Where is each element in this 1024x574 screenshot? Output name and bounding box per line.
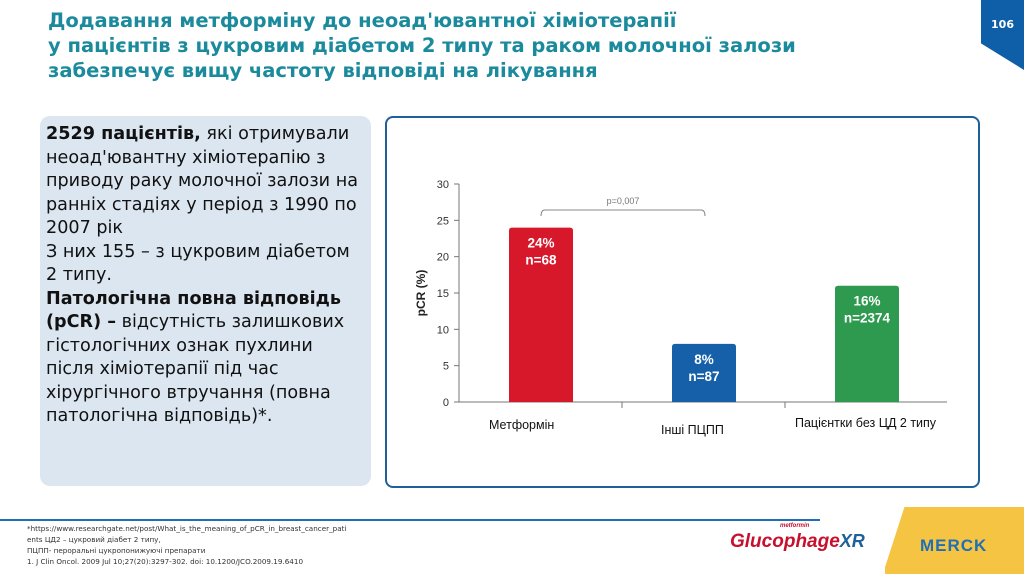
summary-para-2: З них 155 – з цукровим діабетом 2 типу.	[46, 241, 350, 286]
bar	[672, 343, 736, 402]
title-line: у пацієнтів з цукровим діабетом 2 типу т…	[48, 34, 796, 57]
link-prefix: *https://	[27, 524, 57, 533]
bar-chart: 0 5 10 15 20 25 30 pCR (%) 24% n=68 8% n=87 16% n=237…	[414, 179, 947, 409]
footnotes: *https://www.researchgate.net/post/What_…	[27, 523, 347, 567]
bar	[835, 285, 899, 402]
category-label: Метформін	[489, 418, 555, 432]
title-line: забезпечує вищу частоту відповіді на лік…	[48, 59, 598, 82]
summary-panel: 2529 пацієнтів, які отримували неоад'юва…	[40, 116, 371, 486]
pcr-definition: відсутність залишкових гістологічних озн…	[46, 312, 345, 426]
bar-label: n=68	[525, 253, 557, 268]
y-tick-label: 30	[437, 179, 449, 191]
bar-label: 16%	[853, 294, 880, 309]
footnote-text: ЦД2 – цукровий діабет 2 типу,	[42, 535, 161, 544]
bar-label: 24%	[527, 236, 554, 251]
footer-divider	[0, 519, 820, 521]
category-label: Інші ПЦПП	[661, 423, 724, 437]
glucophage-logo: metformin GlucophageXR	[730, 523, 865, 553]
bar-label: n=2374	[844, 311, 891, 326]
patients-count: 2529 пацієнтів,	[46, 124, 201, 144]
y-tick-label: 10	[437, 324, 449, 336]
pcr-definition-term: Патологічна повна відповідь (pCR) –	[46, 288, 341, 333]
p-value-annotation: p=0,007	[607, 196, 640, 206]
bar-label: 8%	[694, 352, 714, 367]
reference-link[interactable]: www.researchgate.net/post/What_is_the_me…	[27, 524, 347, 544]
page-number-badge: 106	[981, 0, 1024, 70]
title-line: Додавання метформіну до неоад'ювантної х…	[48, 9, 677, 32]
y-tick-label: 25	[437, 215, 449, 227]
y-tick-label: 20	[437, 252, 449, 264]
merck-logo: MERCK	[920, 536, 988, 555]
logo-text: Glucophage	[730, 531, 840, 552]
y-tick-label: 0	[443, 397, 449, 409]
logo-xr: XR	[839, 531, 865, 551]
y-axis-label: pCR (%)	[414, 270, 428, 317]
merck-banner	[885, 507, 1024, 574]
summary-text: які отримували неоад'ювантну хіміотерапі…	[46, 124, 358, 238]
reference: 1. J Clin Oncol. 2009 Jul 10;27(20):3297…	[27, 557, 304, 566]
footnote-text: ПЦПП- пероральні цукропонижуючі препарат…	[27, 546, 206, 555]
page-number: 106	[991, 18, 1014, 31]
y-tick-label: 5	[443, 361, 449, 373]
bar-label: n=87	[688, 369, 719, 384]
y-tick-label: 15	[437, 288, 449, 300]
significance-bracket	[540, 209, 706, 217]
chart-panel: 0 5 10 15 20 25 30 pCR (%) 24% n=68 8% n=87 16% n=237…	[385, 116, 980, 488]
category-label: Пацієнтки без ЦД 2 типу	[795, 416, 937, 430]
bar	[509, 227, 573, 402]
logo-subtext: metformin	[780, 523, 810, 529]
slide-title: Додавання метформіну до неоад'ювантної х…	[48, 8, 948, 83]
summary-para-3: Патологічна повна відповідь (pCR) – відс…	[46, 288, 365, 429]
summary-para-1: 2529 пацієнтів, які отримували неоад'юва…	[46, 123, 365, 241]
